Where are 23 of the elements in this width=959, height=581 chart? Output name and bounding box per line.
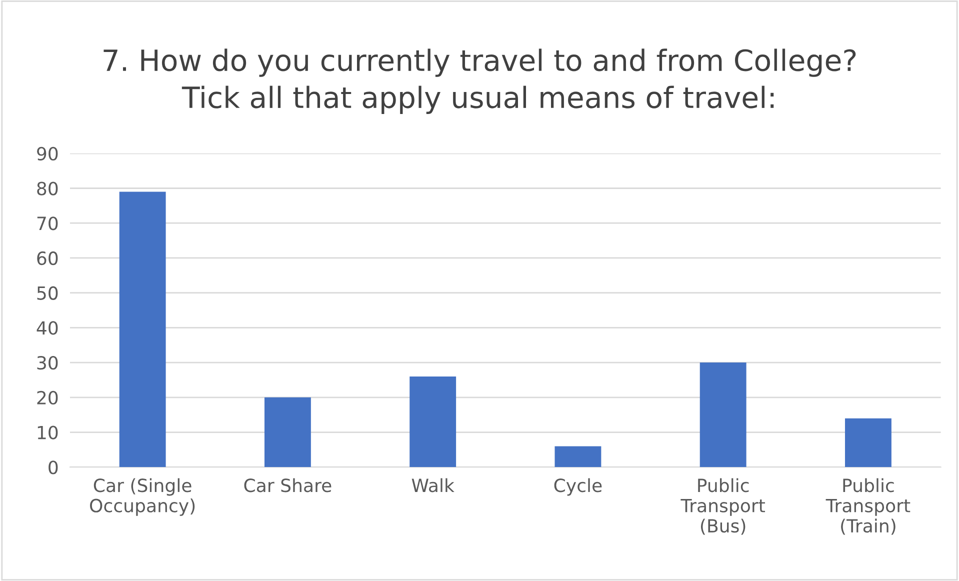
y-tick-label: 90	[37, 146, 58, 160]
chart-title: 7. How do you currently travel to and from College? Tick all that apply usual means of travel:	[104, 48, 856, 114]
x-tick-label: Cycle	[554, 478, 602, 496]
bar	[410, 376, 456, 468]
y-tick-label: 0	[48, 460, 58, 474]
x-tick-label: Public Transport (Train)	[826, 478, 910, 535]
y-tick-label: 20	[37, 390, 58, 405]
y-tick-label: 10	[38, 426, 58, 440]
y-tick-label: 50	[37, 286, 58, 300]
bar	[700, 362, 746, 468]
bar	[119, 192, 166, 468]
bar	[844, 418, 892, 468]
bar	[554, 446, 602, 468]
y-tick-label: 70	[37, 216, 58, 230]
y-tick-label: 40	[36, 321, 58, 335]
x-tick-label: Walk	[412, 478, 454, 492]
x-tick-label: Car Share	[244, 478, 332, 492]
y-tick-label: 30	[37, 356, 58, 370]
y-tick-label: 60	[37, 251, 58, 266]
bar	[264, 397, 311, 468]
x-tick-label: Car (Single Occupancy)	[90, 478, 195, 516]
x-tick-label: Public Transport (Bus)	[680, 478, 766, 535]
y-tick-label: 80	[37, 182, 58, 196]
